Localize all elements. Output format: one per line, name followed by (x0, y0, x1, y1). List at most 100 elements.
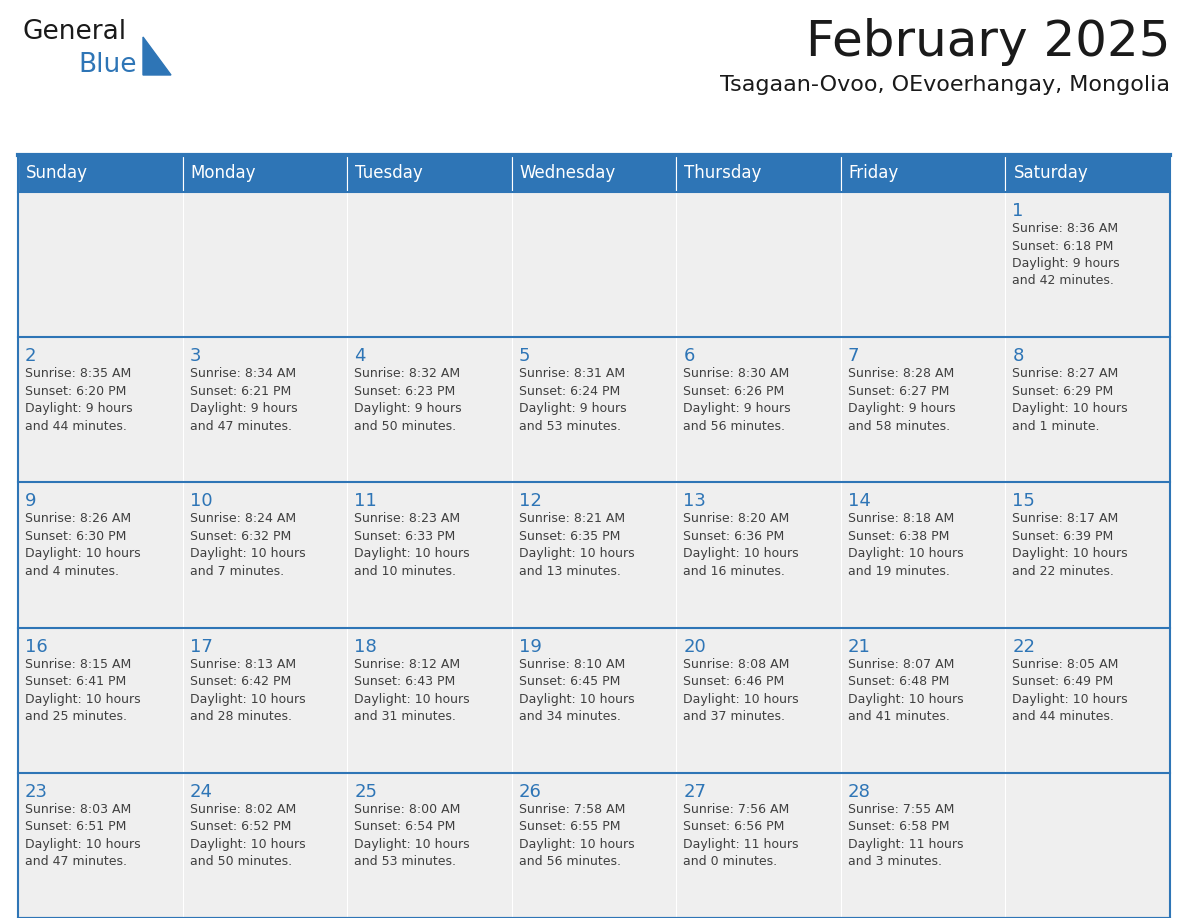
Text: Sunrise: 8:03 AM
Sunset: 6:51 PM
Daylight: 10 hours
and 47 minutes.: Sunrise: 8:03 AM Sunset: 6:51 PM Dayligh… (25, 803, 140, 868)
Text: Sunrise: 8:07 AM
Sunset: 6:48 PM
Daylight: 10 hours
and 41 minutes.: Sunrise: 8:07 AM Sunset: 6:48 PM Dayligh… (848, 657, 963, 723)
Text: Sunrise: 8:24 AM
Sunset: 6:32 PM
Daylight: 10 hours
and 7 minutes.: Sunrise: 8:24 AM Sunset: 6:32 PM Dayligh… (190, 512, 305, 578)
Bar (841, 482, 1005, 628)
Text: Sunrise: 8:00 AM
Sunset: 6:54 PM
Daylight: 10 hours
and 53 minutes.: Sunrise: 8:00 AM Sunset: 6:54 PM Dayligh… (354, 803, 469, 868)
Text: Thursday: Thursday (684, 164, 762, 183)
Bar (676, 192, 841, 337)
Bar (1005, 155, 1170, 192)
Bar (512, 482, 676, 628)
Text: Sunrise: 7:55 AM
Sunset: 6:58 PM
Daylight: 11 hours
and 3 minutes.: Sunrise: 7:55 AM Sunset: 6:58 PM Dayligh… (848, 803, 963, 868)
Text: Sunrise: 8:28 AM
Sunset: 6:27 PM
Daylight: 9 hours
and 58 minutes.: Sunrise: 8:28 AM Sunset: 6:27 PM Dayligh… (848, 367, 955, 432)
Text: 18: 18 (354, 638, 377, 655)
Text: Sunrise: 8:21 AM
Sunset: 6:35 PM
Daylight: 10 hours
and 13 minutes.: Sunrise: 8:21 AM Sunset: 6:35 PM Dayligh… (519, 512, 634, 578)
Text: 20: 20 (683, 638, 706, 655)
Text: Sunrise: 8:31 AM
Sunset: 6:24 PM
Daylight: 9 hours
and 53 minutes.: Sunrise: 8:31 AM Sunset: 6:24 PM Dayligh… (519, 367, 626, 432)
Bar (676, 337, 841, 482)
Bar (183, 155, 347, 192)
Text: Blue: Blue (78, 52, 137, 78)
Text: Saturday: Saturday (1013, 164, 1088, 183)
Text: Sunrise: 7:58 AM
Sunset: 6:55 PM
Daylight: 10 hours
and 56 minutes.: Sunrise: 7:58 AM Sunset: 6:55 PM Dayligh… (519, 803, 634, 868)
Bar (347, 337, 512, 482)
Bar (512, 773, 676, 918)
Bar (18, 628, 183, 773)
Text: 23: 23 (25, 783, 48, 800)
Text: 7: 7 (848, 347, 859, 365)
Text: 5: 5 (519, 347, 530, 365)
Bar (18, 773, 183, 918)
Text: Tuesday: Tuesday (355, 164, 423, 183)
Text: 9: 9 (25, 492, 37, 510)
Text: Sunrise: 8:13 AM
Sunset: 6:42 PM
Daylight: 10 hours
and 28 minutes.: Sunrise: 8:13 AM Sunset: 6:42 PM Dayligh… (190, 657, 305, 723)
Bar (841, 628, 1005, 773)
Text: Sunrise: 8:23 AM
Sunset: 6:33 PM
Daylight: 10 hours
and 10 minutes.: Sunrise: 8:23 AM Sunset: 6:33 PM Dayligh… (354, 512, 469, 578)
Text: 25: 25 (354, 783, 377, 800)
Bar (1005, 192, 1170, 337)
Bar (1005, 482, 1170, 628)
Text: Sunrise: 8:15 AM
Sunset: 6:41 PM
Daylight: 10 hours
and 25 minutes.: Sunrise: 8:15 AM Sunset: 6:41 PM Dayligh… (25, 657, 140, 723)
Bar (1005, 628, 1170, 773)
Bar (18, 337, 183, 482)
Bar (512, 337, 676, 482)
Text: 24: 24 (190, 783, 213, 800)
Text: 22: 22 (1012, 638, 1036, 655)
Text: Sunrise: 8:32 AM
Sunset: 6:23 PM
Daylight: 9 hours
and 50 minutes.: Sunrise: 8:32 AM Sunset: 6:23 PM Dayligh… (354, 367, 462, 432)
Bar (841, 337, 1005, 482)
Text: 1: 1 (1012, 202, 1024, 220)
Text: 3: 3 (190, 347, 201, 365)
Text: 8: 8 (1012, 347, 1024, 365)
Bar (18, 482, 183, 628)
Text: 16: 16 (25, 638, 48, 655)
Text: Sunrise: 8:36 AM
Sunset: 6:18 PM
Daylight: 9 hours
and 42 minutes.: Sunrise: 8:36 AM Sunset: 6:18 PM Dayligh… (1012, 222, 1120, 287)
Text: 14: 14 (848, 492, 871, 510)
Text: 21: 21 (848, 638, 871, 655)
Text: Monday: Monday (190, 164, 257, 183)
Text: Sunrise: 8:10 AM
Sunset: 6:45 PM
Daylight: 10 hours
and 34 minutes.: Sunrise: 8:10 AM Sunset: 6:45 PM Dayligh… (519, 657, 634, 723)
Text: Sunrise: 8:05 AM
Sunset: 6:49 PM
Daylight: 10 hours
and 44 minutes.: Sunrise: 8:05 AM Sunset: 6:49 PM Dayligh… (1012, 657, 1129, 723)
Bar (841, 192, 1005, 337)
Bar (183, 628, 347, 773)
Text: Sunrise: 8:30 AM
Sunset: 6:26 PM
Daylight: 9 hours
and 56 minutes.: Sunrise: 8:30 AM Sunset: 6:26 PM Dayligh… (683, 367, 791, 432)
Text: 2: 2 (25, 347, 37, 365)
Bar (676, 155, 841, 192)
Bar (18, 192, 183, 337)
Text: Wednesday: Wednesday (519, 164, 615, 183)
Text: 28: 28 (848, 783, 871, 800)
Text: 12: 12 (519, 492, 542, 510)
Bar (841, 155, 1005, 192)
Text: General: General (23, 19, 127, 45)
Bar (183, 192, 347, 337)
Bar (841, 773, 1005, 918)
Bar (1005, 337, 1170, 482)
Bar (347, 155, 512, 192)
Text: 26: 26 (519, 783, 542, 800)
Text: 6: 6 (683, 347, 695, 365)
Bar (676, 482, 841, 628)
Bar (347, 628, 512, 773)
Text: Sunrise: 8:17 AM
Sunset: 6:39 PM
Daylight: 10 hours
and 22 minutes.: Sunrise: 8:17 AM Sunset: 6:39 PM Dayligh… (1012, 512, 1129, 578)
Text: 11: 11 (354, 492, 377, 510)
Bar (676, 773, 841, 918)
Text: 13: 13 (683, 492, 706, 510)
Text: Sunrise: 8:02 AM
Sunset: 6:52 PM
Daylight: 10 hours
and 50 minutes.: Sunrise: 8:02 AM Sunset: 6:52 PM Dayligh… (190, 803, 305, 868)
Bar (676, 628, 841, 773)
Bar (183, 482, 347, 628)
Bar (347, 192, 512, 337)
Bar (512, 628, 676, 773)
Text: Sunrise: 7:56 AM
Sunset: 6:56 PM
Daylight: 11 hours
and 0 minutes.: Sunrise: 7:56 AM Sunset: 6:56 PM Dayligh… (683, 803, 798, 868)
Text: Sunrise: 8:18 AM
Sunset: 6:38 PM
Daylight: 10 hours
and 19 minutes.: Sunrise: 8:18 AM Sunset: 6:38 PM Dayligh… (848, 512, 963, 578)
Text: Sunrise: 8:20 AM
Sunset: 6:36 PM
Daylight: 10 hours
and 16 minutes.: Sunrise: 8:20 AM Sunset: 6:36 PM Dayligh… (683, 512, 798, 578)
Bar (18, 155, 183, 192)
Text: Sunrise: 8:08 AM
Sunset: 6:46 PM
Daylight: 10 hours
and 37 minutes.: Sunrise: 8:08 AM Sunset: 6:46 PM Dayligh… (683, 657, 798, 723)
Text: 10: 10 (190, 492, 213, 510)
Text: Tsagaan-Ovoo, OEvoerhangay, Mongolia: Tsagaan-Ovoo, OEvoerhangay, Mongolia (720, 75, 1170, 95)
Text: 27: 27 (683, 783, 707, 800)
Text: 17: 17 (190, 638, 213, 655)
Text: 19: 19 (519, 638, 542, 655)
Text: Sunday: Sunday (26, 164, 88, 183)
Bar (347, 773, 512, 918)
Bar (512, 192, 676, 337)
Bar (347, 482, 512, 628)
Bar (1005, 773, 1170, 918)
Polygon shape (143, 37, 171, 75)
Text: 4: 4 (354, 347, 366, 365)
Bar (183, 773, 347, 918)
